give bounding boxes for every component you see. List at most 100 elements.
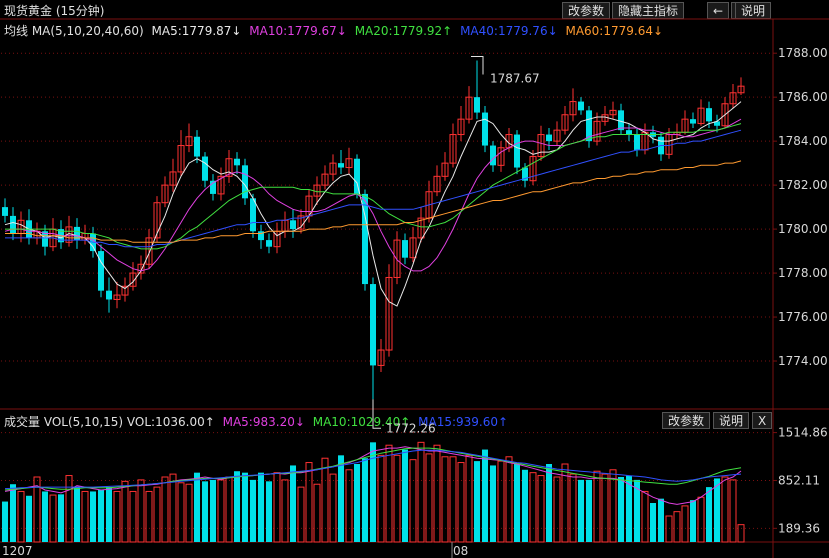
- volume-bar: [305, 462, 313, 543]
- price-tick-label: 1782.00: [778, 178, 828, 192]
- candle-body: [529, 156, 537, 182]
- low-annotation: 1772.26: [386, 421, 436, 435]
- volume-bar: [362, 458, 368, 542]
- candle-body: [329, 162, 337, 175]
- candle-body: [609, 109, 617, 116]
- volume-bar: [433, 444, 441, 543]
- price-tick-label: 1774.00: [778, 354, 828, 368]
- time-axis-label: 1207: [2, 544, 33, 558]
- volume-bar: [258, 472, 264, 542]
- candle-body: [497, 147, 505, 166]
- volume-bar: [42, 491, 48, 542]
- candle-body: [490, 145, 496, 166]
- candle-body: [721, 103, 729, 127]
- price-tick-label: 1778.00: [778, 266, 828, 280]
- volume-bar: [441, 456, 449, 543]
- ma60-value: MA60:1779.64↓: [565, 24, 664, 38]
- volume-bar: [425, 453, 433, 543]
- candle-body: [321, 173, 329, 186]
- volume-bar: [561, 463, 569, 543]
- volume-bar: [690, 500, 696, 542]
- candle-body: [737, 85, 745, 94]
- volume-bar: [106, 487, 112, 542]
- candle-body: [569, 101, 577, 116]
- volume-bar: [121, 480, 129, 543]
- candle-body: [121, 285, 129, 296]
- volume-bar: [714, 478, 720, 542]
- volume-bar: [721, 476, 729, 543]
- volume-bar: [514, 464, 520, 542]
- volume-bar: [505, 456, 513, 543]
- volume-bar: [569, 473, 577, 543]
- ma10-value: MA10:1779.67↓: [249, 24, 347, 38]
- volume-bar: [546, 464, 552, 542]
- ma40-value: MA40:1779.76↓: [460, 24, 558, 38]
- volume-bar: [402, 449, 408, 542]
- candle-body: [137, 263, 145, 274]
- volume-bar: [185, 483, 193, 543]
- candle-body: [106, 290, 112, 300]
- candle-body: [258, 231, 264, 241]
- volume-bar: [242, 472, 248, 542]
- candle-body: [129, 272, 137, 287]
- candle-body: [586, 110, 592, 142]
- candle-body: [626, 130, 632, 135]
- candle-body: [593, 120, 601, 142]
- volume-bar: [321, 457, 329, 543]
- candle-body: [706, 108, 712, 122]
- vol-close-icon[interactable]: X: [752, 412, 773, 429]
- volume-bar: [673, 511, 681, 543]
- volume-bar: [417, 441, 425, 543]
- volume-bar: [26, 495, 32, 542]
- price-tick-label: 1786.00: [778, 90, 828, 104]
- volume-bar: [650, 503, 656, 542]
- volume-bar: [217, 479, 225, 543]
- volume-bar: [641, 490, 649, 543]
- vol-change-params-button[interactable]: 改参数: [662, 412, 711, 429]
- volume-bar: [697, 496, 705, 543]
- volume-bar: [586, 479, 592, 542]
- candle-body: [417, 217, 425, 239]
- volume-bar: [234, 471, 240, 542]
- volume-bar: [177, 482, 185, 543]
- vol-ma5-value: MA5:983.20↓: [222, 415, 305, 429]
- volume-bar: [522, 469, 528, 542]
- volume-bar: [153, 486, 161, 543]
- candle-body: [169, 171, 177, 186]
- volume-bar: [465, 454, 473, 543]
- candle-body: [242, 165, 248, 199]
- candle-body: [537, 134, 545, 158]
- volume-bar: [658, 498, 664, 542]
- ma-legend-label: 均线 MA(5,10,20,40,60): [4, 24, 144, 38]
- candle-body: [145, 237, 153, 265]
- volume-bar: [290, 465, 296, 542]
- page-title: 现货黄金 (15分钟): [4, 4, 105, 18]
- volume-bar: [601, 473, 609, 543]
- candle-body: [113, 294, 121, 300]
- volume-bar: [58, 494, 64, 542]
- candle-body: [250, 198, 256, 232]
- candle-body: [345, 158, 353, 169]
- candle-body: [225, 158, 233, 177]
- time-axis-label: 08: [453, 544, 468, 558]
- price-tick-label: 1776.00: [778, 310, 828, 324]
- volume-bar: [65, 475, 73, 543]
- ma-line-ma5: [4, 101, 742, 307]
- volume-bar: [17, 490, 25, 543]
- candle-body: [194, 136, 200, 157]
- volume-bar: [49, 494, 57, 543]
- vol-legend-label: 成交量 VOL(5,10,15) VOL:1036.00↑: [4, 415, 215, 429]
- high-marker: [471, 55, 484, 75]
- volume-bar: [161, 476, 169, 543]
- vol-help-button[interactable]: 说明: [713, 412, 750, 429]
- volume-bar: [273, 472, 281, 543]
- vol-tick-label: 189.36: [778, 521, 820, 535]
- candle-body: [202, 156, 208, 181]
- candle-body: [362, 193, 368, 285]
- volume-bar: [737, 524, 745, 543]
- volume-bar: [74, 487, 80, 542]
- candle-body: [98, 251, 104, 291]
- volume-bar: [169, 473, 177, 543]
- volume-bar: [113, 490, 121, 543]
- volume-bar: [225, 476, 233, 543]
